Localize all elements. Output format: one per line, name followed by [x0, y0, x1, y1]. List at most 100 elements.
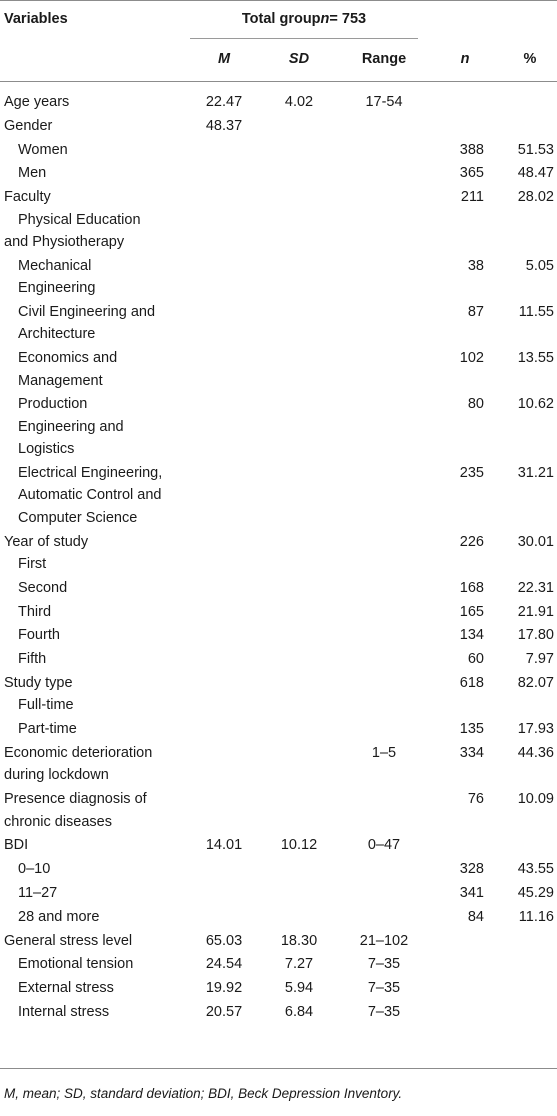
row-label-line: Production — [18, 396, 88, 413]
cell-n: 38 — [467, 257, 484, 274]
cell-n: 134 — [459, 627, 484, 644]
header-total-group-suffix: = 753 — [329, 11, 367, 27]
row-label-line: Economic deterioration — [4, 745, 153, 761]
cell-range: 7–35 — [367, 956, 401, 973]
cell-pct: 11.55 — [518, 304, 554, 320]
row-label-line: Presence diagnosis of — [4, 791, 147, 808]
header-col-sd: SD — [288, 51, 310, 67]
row-label-line: Logistics — [18, 441, 75, 458]
cell-sd: 4.02 — [284, 94, 314, 110]
cell-pct: 28.02 — [517, 189, 554, 206]
row-label-line: Second — [18, 579, 68, 596]
cell-range: 17-54 — [365, 94, 403, 110]
row-label-line: Year of study — [4, 533, 89, 550]
header-total-group-n: n — [320, 11, 330, 27]
cell-n: 168 — [459, 579, 484, 596]
cell-sd: 7.27 — [284, 956, 314, 973]
header-bottom-rule — [0, 81, 557, 82]
row-label-line: 0–10 — [18, 861, 51, 878]
row-label-line: First — [18, 556, 47, 572]
row-label-line: General stress level — [4, 932, 133, 949]
cell-pct: 7.97 — [525, 651, 554, 668]
row-label-line: Women — [18, 141, 68, 158]
row-label-line: Automatic Control and — [18, 487, 162, 504]
cell-n: 618 — [459, 675, 484, 691]
cell-n: 365 — [459, 165, 484, 182]
row-label-line: Fifth — [18, 651, 47, 668]
row-label-line: 11–27 — [18, 885, 58, 901]
row-label-line: Electrical Engineering, — [18, 465, 163, 481]
cell-pct: 82.07 — [517, 675, 554, 691]
table-footnote: M, mean; SD, standard deviation; BDI, Be… — [4, 1086, 403, 1101]
cell-sd: 10.12 — [280, 837, 318, 854]
header-variables: Variables — [4, 11, 68, 27]
cell-n: 334 — [459, 745, 484, 761]
cell-sd: 5.94 — [284, 980, 314, 997]
row-label-line: Computer Science — [18, 509, 138, 526]
cell-n: 341 — [459, 885, 484, 901]
row-label-line: External stress — [18, 980, 114, 997]
cell-pct: 44.36 — [517, 745, 554, 761]
row-label-line: Faculty — [4, 189, 51, 206]
cell-pct: 43.55 — [517, 861, 554, 878]
cell-range: 21–102 — [359, 932, 409, 949]
cell-n: 80 — [467, 396, 484, 413]
cell-n: 76 — [467, 791, 484, 808]
cell-n: 60 — [467, 651, 484, 668]
cell-m: 22.47 — [205, 94, 243, 110]
row-label-line: Men — [18, 165, 47, 182]
row-label-line: Fourth — [18, 627, 60, 644]
row-label-line: Study type — [4, 675, 73, 691]
row-label-line: Third — [18, 603, 52, 620]
cell-m: 48.37 — [205, 117, 243, 134]
header-col-pct: % — [523, 51, 537, 67]
header-col-n: n — [460, 51, 470, 67]
header-total-group-prefix: Total group — [241, 11, 321, 27]
cell-pct: 45.29 — [517, 885, 554, 901]
cell-m: 24.54 — [205, 956, 243, 973]
cell-pct: 10.62 — [517, 396, 554, 413]
cell-pct: 30.01 — [517, 533, 554, 550]
header-col-m: M — [217, 51, 231, 67]
cell-m: 20.57 — [205, 1004, 243, 1020]
row-label-line: 28 and more — [18, 908, 100, 925]
header-total-group: Total groupn= 753 — [190, 8, 418, 30]
cell-n: 388 — [459, 141, 484, 158]
cell-n: 102 — [459, 350, 484, 367]
row-label-line: Management — [18, 372, 103, 389]
cell-pct: 11.16 — [518, 908, 554, 925]
row-label-line: Physical Education — [18, 211, 141, 228]
row-label-line: Engineering — [18, 280, 96, 297]
cell-n: 226 — [459, 533, 484, 550]
row-label-line: and Physiotherapy — [4, 234, 125, 250]
row-label-line: during lockdown — [4, 767, 109, 784]
header-col-range: Range — [361, 51, 407, 67]
cell-pct: 21.91 — [517, 603, 554, 620]
cell-pct: 17.80 — [517, 627, 554, 644]
cell-pct: 31.21 — [517, 465, 554, 481]
row-label-line: Economics and — [18, 350, 118, 367]
row-label-line: Architecture — [18, 326, 96, 343]
cell-pct: 13.55 — [517, 350, 554, 367]
cell-n: 235 — [459, 465, 484, 481]
cell-sd: 6.84 — [284, 1004, 314, 1020]
cell-pct: 22.31 — [517, 579, 554, 596]
row-label-line: Gender — [4, 117, 53, 134]
row-label-line: Part-time — [18, 721, 77, 738]
cell-pct: 48.47 — [517, 165, 554, 182]
cell-m: 65.03 — [205, 932, 243, 949]
cell-range: 7–35 — [367, 980, 401, 997]
cell-pct: 10.09 — [517, 791, 554, 808]
cell-range: 0–47 — [367, 837, 401, 854]
cell-pct: 51.53 — [517, 141, 554, 158]
row-label-line: Internal stress — [18, 1004, 110, 1020]
cell-n: 165 — [459, 603, 484, 620]
cell-sd: 18.30 — [280, 932, 318, 949]
cell-range: 1–5 — [371, 745, 397, 761]
table-top-rule — [0, 0, 557, 1]
cell-n: 84 — [467, 908, 484, 925]
row-label-line: Mechanical — [18, 257, 92, 274]
row-label-line: Emotional tension — [18, 956, 134, 973]
cell-pct: 17.93 — [517, 721, 554, 738]
